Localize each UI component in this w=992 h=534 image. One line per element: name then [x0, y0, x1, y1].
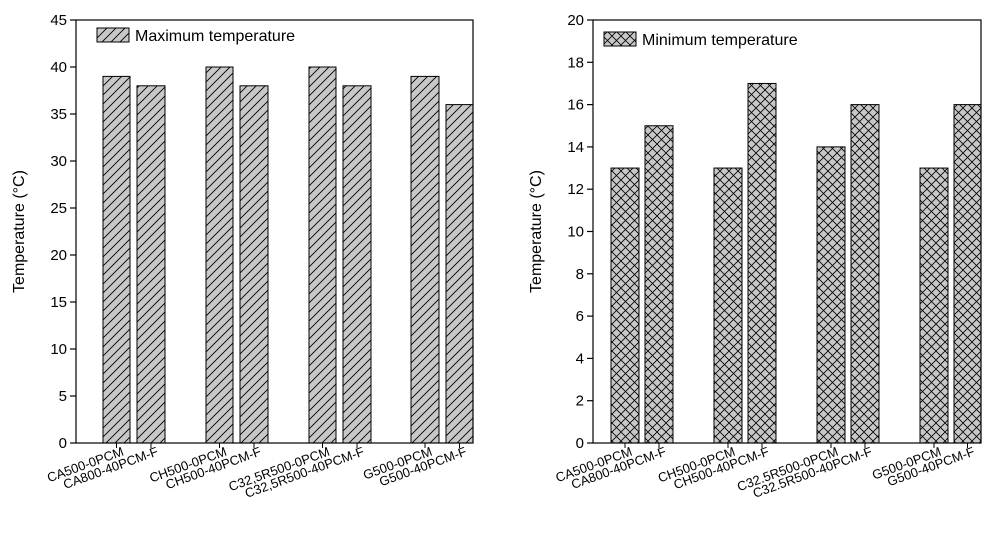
y-tick-label: 20	[50, 247, 67, 264]
bar	[342, 85, 372, 444]
y-tick-label: 12	[567, 181, 584, 198]
y-tick-label: 10	[567, 224, 584, 241]
y-tick-label: 0	[576, 435, 584, 452]
chart-panel-1: 051015202530354045CA500-0PCMCA800-40PCM-…	[11, 12, 474, 501]
bar	[610, 167, 640, 444]
legend-swatch	[96, 27, 130, 43]
bar	[308, 66, 337, 444]
bar	[410, 75, 440, 444]
bar	[102, 75, 131, 444]
legend-label: Maximum temperature	[135, 28, 295, 45]
bar	[747, 82, 777, 444]
chart-panel-2: 02468101214161820CA500-0PCMCA800-40PCM-F…	[528, 12, 982, 501]
plot-frame	[75, 19, 474, 444]
y-tick-label: 35	[50, 106, 67, 123]
bar	[205, 66, 234, 444]
y-tick-label: 16	[567, 97, 584, 114]
bar	[953, 104, 982, 444]
y-tick-label: 6	[576, 308, 584, 325]
y-tick-label: 8	[576, 266, 584, 283]
y-tick-label: 15	[50, 294, 67, 311]
bar	[816, 146, 846, 444]
y-tick-label: 10	[50, 341, 67, 358]
legend-label: Minimum temperature	[642, 32, 798, 49]
bar	[445, 104, 474, 444]
bar	[850, 104, 880, 444]
y-tick-label: 5	[59, 388, 67, 405]
bar	[919, 167, 949, 444]
y-tick-label: 0	[59, 435, 67, 452]
y-tick-label: 2	[576, 393, 584, 410]
y-tick-label: 40	[50, 59, 67, 76]
y-tick-label: 45	[50, 12, 67, 29]
bar	[713, 167, 743, 444]
bar	[239, 85, 269, 444]
bar	[136, 85, 166, 444]
legend-swatch	[603, 31, 637, 47]
y-tick-label: 20	[567, 12, 584, 29]
bar	[644, 125, 674, 444]
y-axis-label: Temperature (°C)	[11, 170, 28, 293]
y-tick-label: 25	[50, 200, 67, 217]
y-axis-label: Temperature (°C)	[528, 170, 545, 293]
y-tick-label: 4	[576, 350, 584, 367]
y-tick-label: 18	[567, 54, 584, 71]
y-tick-label: 14	[567, 139, 584, 156]
y-tick-label: 30	[50, 153, 67, 170]
